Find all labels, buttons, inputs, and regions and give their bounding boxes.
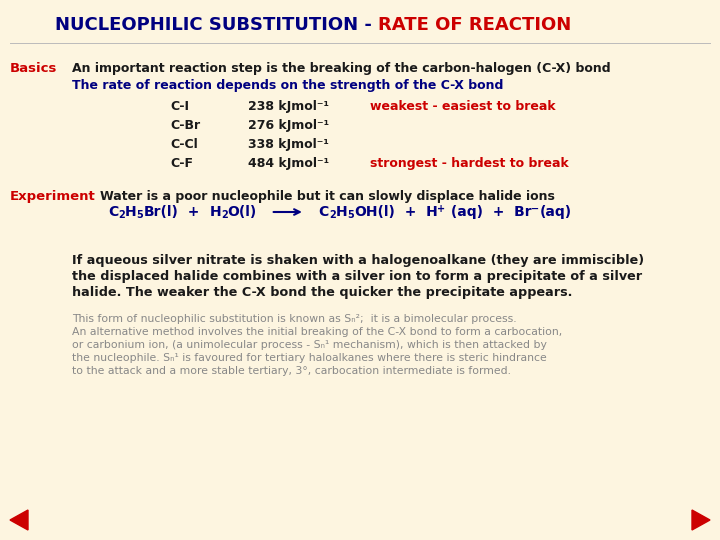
- Text: H: H: [125, 205, 137, 219]
- Text: 5: 5: [347, 211, 354, 220]
- Text: (aq)  +  Br: (aq) + Br: [446, 205, 531, 219]
- Text: RATE OF REACTION: RATE OF REACTION: [378, 16, 572, 34]
- Text: C-I: C-I: [170, 100, 189, 113]
- Text: 2: 2: [329, 211, 336, 220]
- Text: H: H: [210, 205, 221, 219]
- Text: +: +: [179, 205, 210, 219]
- Text: C-Br: C-Br: [170, 119, 200, 132]
- Text: 2: 2: [118, 211, 125, 220]
- Text: 5: 5: [137, 211, 143, 220]
- Text: +  H: + H: [395, 205, 438, 219]
- Text: halide. The weaker the C-X bond the quicker the precipitate appears.: halide. The weaker the C-X bond the quic…: [72, 286, 572, 299]
- Text: +: +: [438, 204, 446, 213]
- Text: to the attack and a more stable tertiary, 3°, carbocation intermediate is formed: to the attack and a more stable tertiary…: [72, 366, 511, 376]
- Text: strongest - hardest to break: strongest - hardest to break: [370, 157, 569, 170]
- Text: Water is a poor nucleophile but it can slowly displace halide ions: Water is a poor nucleophile but it can s…: [100, 190, 555, 203]
- Text: An alternative method involves the initial breaking of the C-X bond to form a ca: An alternative method involves the initi…: [72, 327, 562, 337]
- Text: C: C: [318, 205, 329, 219]
- Text: If aqueous silver nitrate is shaken with a halogenoalkane (they are immiscible): If aqueous silver nitrate is shaken with…: [72, 254, 644, 267]
- Text: An important reaction step is the breaking of the carbon-halogen (C-X) bond: An important reaction step is the breaki…: [72, 62, 611, 75]
- Text: H: H: [336, 205, 347, 219]
- Text: 2: 2: [221, 211, 228, 220]
- Text: or carbonium ion, (a unimolecular process - Sₙ¹ mechanism), which is then attack: or carbonium ion, (a unimolecular proces…: [72, 340, 547, 350]
- Text: 238 kJmol⁻¹: 238 kJmol⁻¹: [248, 100, 329, 113]
- Polygon shape: [692, 510, 710, 530]
- Text: (aq): (aq): [539, 205, 572, 219]
- Text: Basics: Basics: [10, 62, 58, 75]
- Text: C-Cl: C-Cl: [170, 138, 198, 151]
- Text: Experiment: Experiment: [10, 190, 96, 203]
- Text: 338 kJmol⁻¹: 338 kJmol⁻¹: [248, 138, 329, 151]
- Text: weakest - easiest to break: weakest - easiest to break: [370, 100, 556, 113]
- Text: OH(l): OH(l): [354, 205, 395, 219]
- Text: 484 kJmol⁻¹: 484 kJmol⁻¹: [248, 157, 329, 170]
- Polygon shape: [10, 510, 28, 530]
- Text: O(l): O(l): [228, 205, 257, 219]
- Text: C-F: C-F: [170, 157, 193, 170]
- Text: the displaced halide combines with a silver ion to form a precipitate of a silve: the displaced halide combines with a sil…: [72, 270, 642, 283]
- Text: The rate of reaction depends on the strength of the C-X bond: The rate of reaction depends on the stre…: [72, 79, 503, 92]
- Text: −: −: [531, 204, 539, 213]
- Text: Br(l): Br(l): [143, 205, 179, 219]
- Text: C: C: [108, 205, 118, 219]
- Text: 276 kJmol⁻¹: 276 kJmol⁻¹: [248, 119, 329, 132]
- Text: NUCLEOPHILIC SUBSTITUTION -: NUCLEOPHILIC SUBSTITUTION -: [55, 16, 378, 34]
- Text: This form of nucleophilic substitution is known as Sₙ²;  it is a bimolecular pro: This form of nucleophilic substitution i…: [72, 314, 517, 324]
- Text: the nucleophile. Sₙ¹ is favoured for tertiary haloalkanes where there is steric : the nucleophile. Sₙ¹ is favoured for ter…: [72, 353, 546, 363]
